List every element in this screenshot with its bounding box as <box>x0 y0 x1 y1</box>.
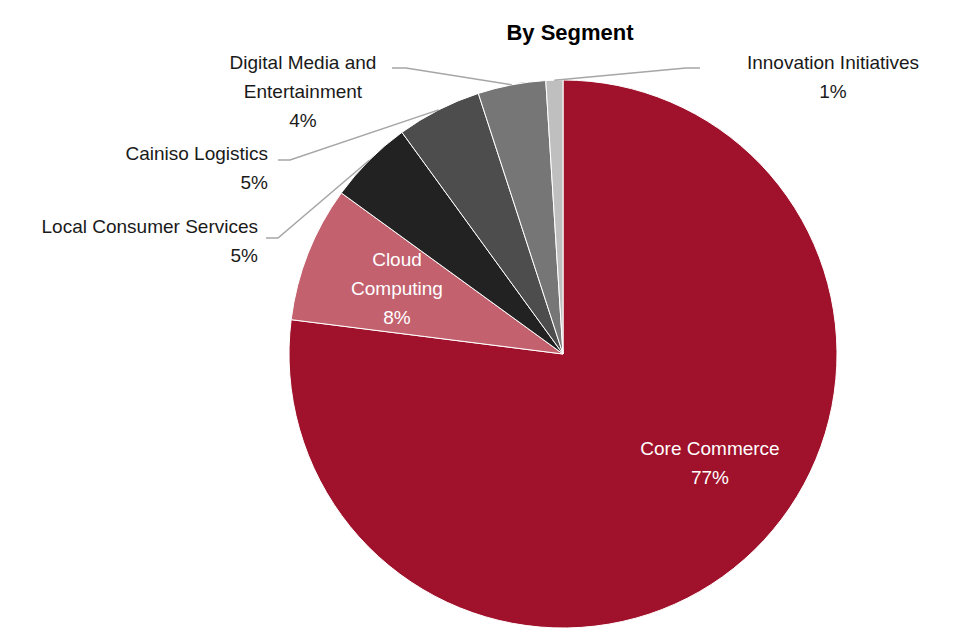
svg-text:Innovation Initiatives1%: Innovation Initiatives1% <box>747 52 919 102</box>
svg-text:CloudComputing8%: CloudComputing8% <box>351 249 443 328</box>
svg-text:Digital Media andEntertainment: Digital Media andEntertainment4% <box>230 52 377 131</box>
svg-text:Local Consumer Services5%: Local Consumer Services5% <box>42 216 259 266</box>
html-text:By Segment: By Segment <box>506 20 634 45</box>
svg-text:Cainiso Logistics5%: Cainiso Logistics5% <box>125 143 268 193</box>
svg-text:Core Commerce77%: Core Commerce77% <box>640 438 779 488</box>
